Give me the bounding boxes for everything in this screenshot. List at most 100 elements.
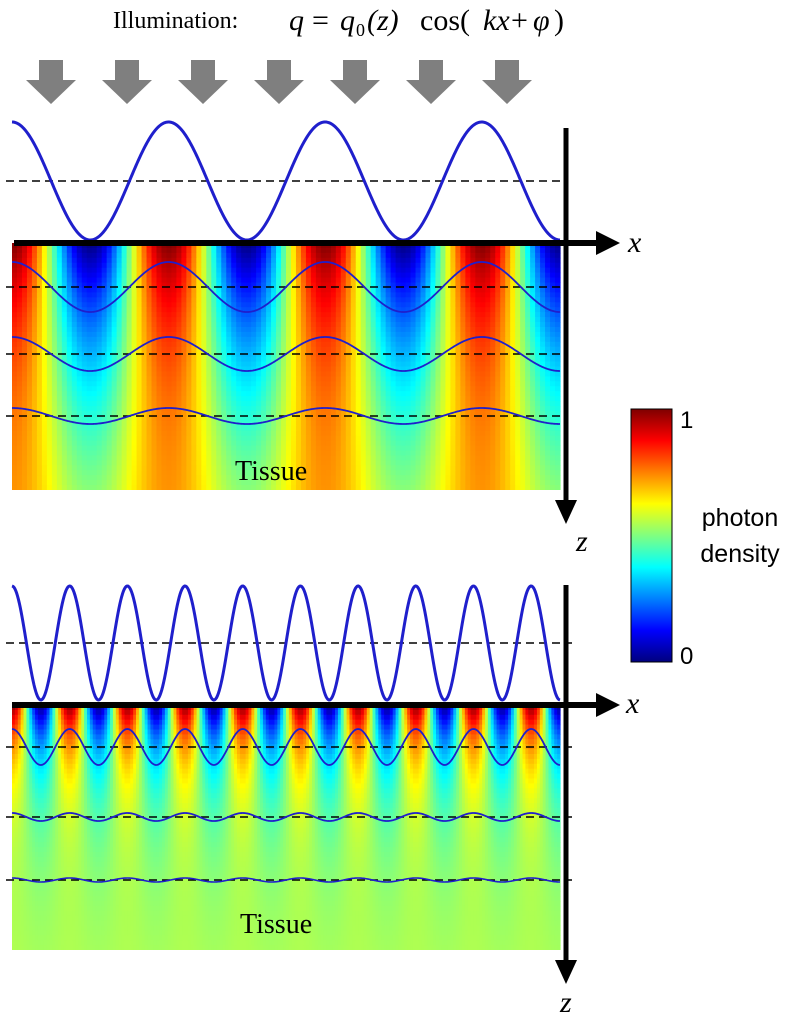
density-cell [246, 282, 252, 289]
density-cell [390, 336, 397, 343]
density-cell [76, 252, 83, 259]
density-cell [36, 302, 43, 308]
density-cell [221, 262, 227, 269]
density-cell [365, 247, 372, 254]
density-cell [106, 262, 113, 269]
density-cell [171, 445, 177, 452]
density-cell [41, 272, 48, 279]
density-cell [385, 455, 392, 461]
density-cell [350, 450, 357, 457]
density-cell [191, 331, 197, 338]
density-cell [335, 435, 342, 442]
density-cell [186, 391, 192, 397]
density-cell [156, 322, 163, 328]
density-cell [271, 331, 277, 338]
density-cell [360, 455, 367, 461]
density-cell [91, 455, 98, 461]
density-cell [410, 381, 417, 387]
density-cell [31, 396, 38, 402]
density-cell [295, 317, 302, 323]
density-cell [290, 371, 297, 377]
density-cell [455, 287, 461, 293]
density-cell [420, 317, 427, 323]
density-cell [141, 307, 148, 313]
density-cell [281, 322, 287, 328]
density-cell [151, 247, 158, 254]
density-cell [415, 262, 422, 269]
density-cell [365, 410, 372, 417]
density-cell [300, 252, 307, 259]
density-cell [191, 460, 197, 466]
density-cell [211, 356, 217, 363]
density-cell [56, 445, 63, 452]
density-cell [530, 386, 536, 392]
density-cell [251, 356, 257, 363]
density-cell [380, 331, 387, 338]
density-cell [315, 445, 322, 452]
density-cell [266, 406, 272, 412]
density-cell [156, 262, 163, 269]
density-cell [500, 435, 506, 442]
density-cell [231, 336, 237, 343]
density-cell [385, 282, 392, 289]
density-cell [31, 450, 38, 457]
density-cell [136, 307, 143, 313]
density-cell [495, 396, 501, 402]
density-cell [535, 366, 541, 373]
density-cell [375, 307, 382, 313]
density-cell [206, 302, 212, 308]
density-cell [295, 396, 302, 402]
density-cell [510, 435, 516, 442]
density-cell [400, 450, 407, 457]
density-cell [370, 272, 377, 279]
density-cell [41, 247, 48, 254]
density-cell [81, 302, 88, 308]
density-cell [121, 297, 128, 303]
density-cell [340, 386, 347, 392]
density-cell [251, 326, 257, 333]
density-cell [300, 297, 307, 303]
density-cell [385, 366, 392, 373]
density-cell [520, 302, 526, 308]
density-cell [505, 376, 511, 382]
density-cell [51, 272, 58, 279]
density-cell [350, 401, 357, 407]
density-cell [161, 341, 168, 348]
density-cell [370, 317, 377, 323]
density-cell [395, 401, 402, 407]
density-cell [201, 460, 207, 466]
density-cell [435, 415, 442, 422]
density-cell [450, 341, 456, 348]
density-cell [126, 440, 133, 447]
density-cell [505, 455, 511, 461]
density-cell [305, 455, 312, 461]
density-cell [206, 331, 212, 338]
density-cell [535, 277, 541, 284]
density-cell [206, 341, 212, 348]
density-cell [375, 376, 382, 382]
density-cell [515, 326, 521, 333]
density-cell [370, 381, 377, 387]
density-cell [545, 450, 551, 457]
density-cell [116, 430, 123, 437]
density-cell [141, 425, 148, 432]
density-cell [121, 317, 128, 323]
density-cell [36, 465, 43, 471]
density-cell [71, 406, 78, 412]
density-cell [46, 386, 53, 392]
density-cell [111, 292, 118, 298]
density-cell [181, 366, 187, 373]
density-cell [530, 312, 536, 318]
density-cell [51, 420, 58, 427]
density-cell [261, 257, 267, 264]
density-cell [191, 361, 197, 368]
density-cell [420, 376, 427, 382]
density-cell [106, 465, 113, 471]
density-cell [390, 322, 397, 328]
density-cell [530, 252, 536, 259]
density-cell [290, 326, 297, 333]
density-cell [365, 435, 372, 442]
density-cell [500, 292, 506, 298]
density-cell [91, 277, 98, 284]
density-cell [295, 420, 302, 427]
